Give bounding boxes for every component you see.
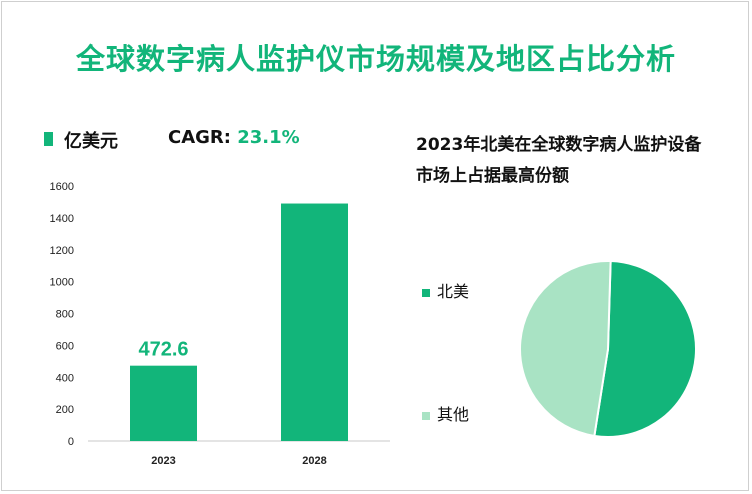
pie-legend-label: 北美 [437, 282, 470, 301]
bar-legend-swatch [44, 132, 53, 146]
pie-legend-label: 其他 [437, 405, 470, 424]
pie-legend-item-north-america: 北美 [422, 278, 469, 302]
cagr-text: CAGR: 23.1% [168, 127, 300, 148]
pie-legend-swatch [422, 288, 430, 297]
bar-legend-label: 亿美元 [64, 131, 118, 152]
pie-chart-title: 2023年北美在全球数字病人监护设备市场上占据最高份额 [416, 135, 702, 186]
page-title: 全球数字病人监护仪市场规模及地区占比分析 [75, 42, 676, 76]
pie-legend-item-other: 其他 [422, 401, 469, 425]
cagr-value: 23.1% [237, 127, 300, 148]
cagr-label: CAGR: [168, 127, 238, 148]
pie-legend-swatch [422, 411, 430, 420]
